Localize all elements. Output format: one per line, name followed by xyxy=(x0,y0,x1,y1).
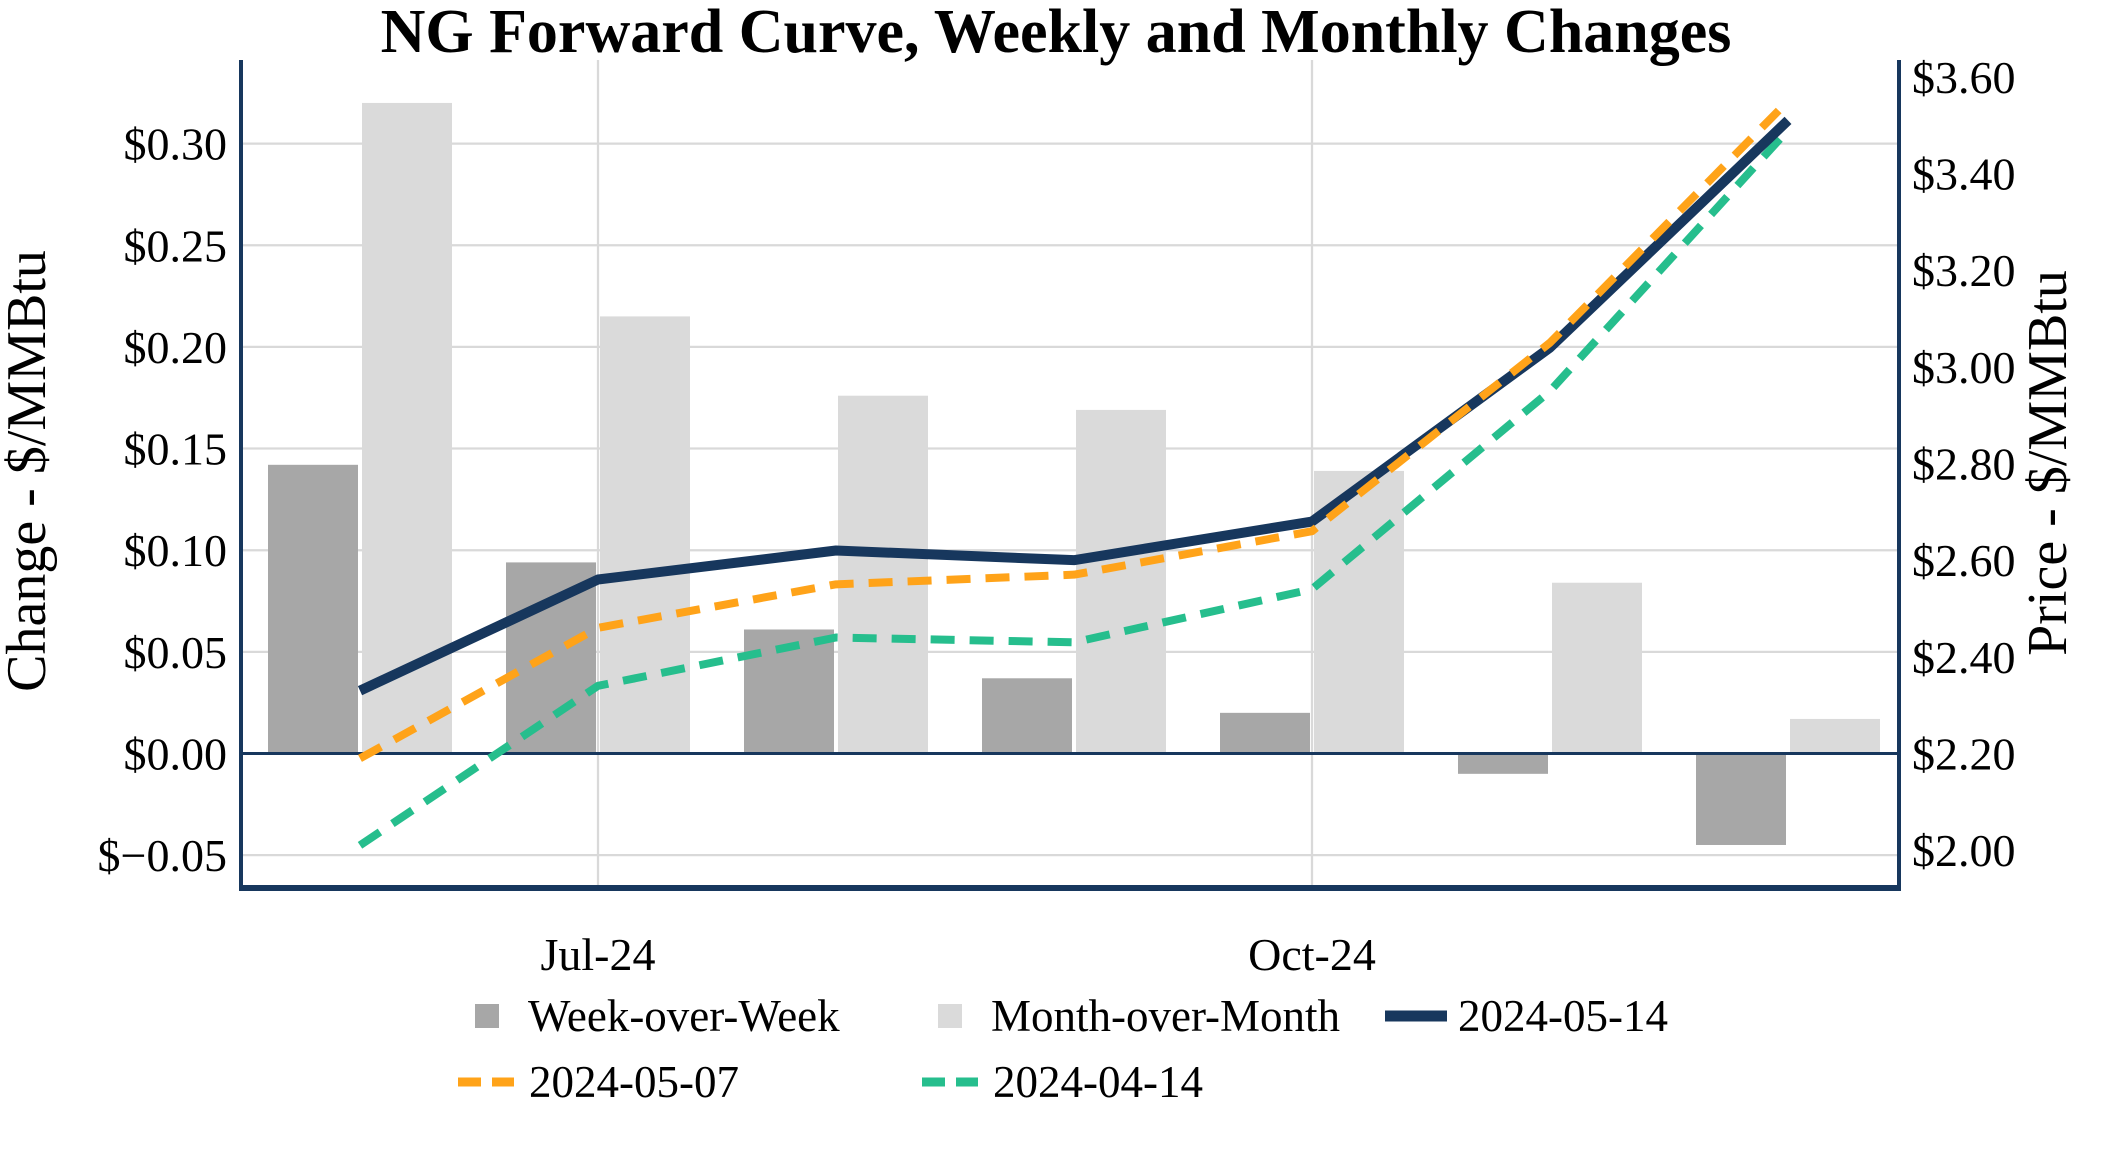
bar-week-over-week xyxy=(1220,712,1310,754)
left-axis-tick-label: $0.15 xyxy=(124,424,228,475)
right-axis-tick-labels: $3.60 $3.40 $3.20 $3.00 $2.80 $2.60 $2.40 $2.20… xyxy=(1912,52,2016,876)
right-axis-tick-label: $3.60 xyxy=(1912,52,2016,103)
right-axis-tick-label: $3.00 xyxy=(1912,342,2016,393)
legend-label: 2024-04-14 xyxy=(993,1057,1203,1107)
bar-month-over-month xyxy=(600,316,690,754)
bar-month-over-month xyxy=(1076,409,1166,754)
left-axis-tick-label: $0.00 xyxy=(124,729,228,780)
bar-month-over-month xyxy=(1552,582,1642,754)
legend-item-week-over-week: Week-over-Week xyxy=(475,993,840,1039)
legend-item-2024-05-14: 2024-05-14 xyxy=(1385,993,1668,1039)
left-axis-tick-label: $0.30 xyxy=(124,119,228,170)
dashed-line-swatch xyxy=(922,1077,978,1087)
right-axis-title: Price - $/MMBtu xyxy=(2017,270,2079,656)
right-axis-tick-label: $2.40 xyxy=(1912,632,2016,683)
left-axis-line xyxy=(239,60,243,891)
bar-week-over-week xyxy=(268,464,358,754)
right-axis-tick-label: $2.20 xyxy=(1912,729,2016,780)
right-axis-tick-label: $2.80 xyxy=(1912,439,2016,490)
left-axis-tick-label: $0.20 xyxy=(124,322,228,373)
bar-month-over-month xyxy=(362,102,452,754)
right-axis-tick-label: $3.20 xyxy=(1912,245,2016,296)
x-axis-tick-labels: Jul-24 Oct-24 xyxy=(541,929,1376,980)
legend-item-2024-04-14: 2024-04-14 xyxy=(922,1059,1203,1105)
bar-week-over-week xyxy=(1696,753,1786,845)
left-axis-tick-label: $0.10 xyxy=(124,525,228,576)
bar-month-over-month xyxy=(838,395,928,754)
solid-line-swatch xyxy=(1385,1010,1447,1022)
legend-label: 2024-05-14 xyxy=(1458,991,1668,1041)
x-axis-tick-label: Jul-24 xyxy=(541,929,656,980)
axis-frame xyxy=(239,60,1901,891)
right-axis-line xyxy=(1897,60,1901,891)
bar-series-group xyxy=(268,102,1880,845)
left-axis-tick-label: $−0.05 xyxy=(98,830,227,881)
chart-title: NG Forward Curve, Weekly and Monthly Cha… xyxy=(380,0,1732,66)
left-axis-title: Change - $/MMBtu xyxy=(0,250,58,692)
x-axis-line xyxy=(239,885,1901,891)
x-axis-tick-label: Oct-24 xyxy=(1248,929,1376,980)
month-over-month-swatch xyxy=(938,1004,962,1028)
bar-month-over-month xyxy=(1790,718,1880,754)
left-axis-tick-labels: $0.30 $0.25 $0.20 $0.15 $0.10 $0.05 $0.00 $−0.0… xyxy=(98,119,227,882)
right-axis-tick-label: $2.00 xyxy=(1912,825,2016,876)
gridlines xyxy=(241,60,1899,885)
line-2024-04-14 xyxy=(357,127,1791,849)
left-axis-tick-label: $0.05 xyxy=(124,627,228,678)
line-series-group xyxy=(357,98,1792,849)
legend-label: Week-over-Week xyxy=(528,991,840,1041)
legend-item-2024-05-07: 2024-05-07 xyxy=(458,1059,739,1105)
dashed-line-swatch xyxy=(458,1077,514,1087)
left-axis-tick-label: $0.25 xyxy=(124,220,228,271)
legend-item-month-over-month: Month-over-Month xyxy=(938,993,1340,1039)
legend-label: Month-over-Month xyxy=(991,991,1341,1041)
right-axis-tick-label: $3.40 xyxy=(1912,149,2016,200)
right-axis-tick-label: $2.60 xyxy=(1912,535,2016,586)
legend-label: 2024-05-07 xyxy=(529,1057,739,1107)
bar-week-over-week xyxy=(982,678,1072,754)
bar-week-over-week xyxy=(1458,753,1548,774)
line-2024-05-07 xyxy=(358,98,1791,762)
week-over-week-swatch xyxy=(475,1004,499,1028)
